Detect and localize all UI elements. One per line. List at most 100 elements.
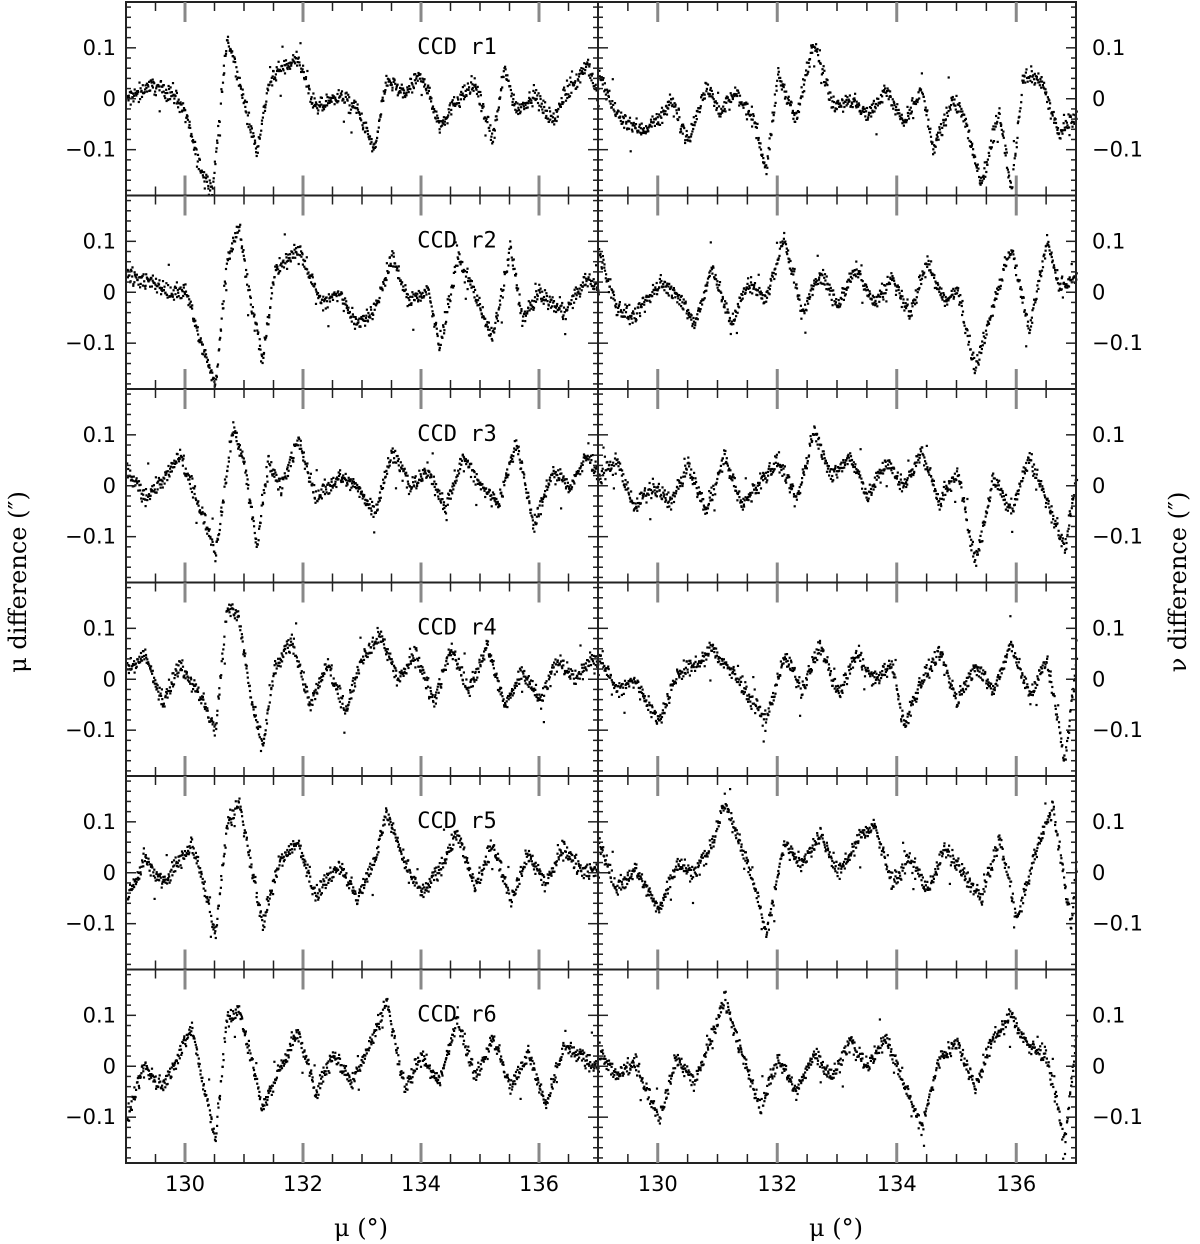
data-point [971,353,974,356]
data-point [1018,110,1021,113]
data-point [297,262,300,266]
data-point [307,271,310,274]
data-point [958,102,961,105]
data-point [1022,79,1025,82]
data-point [522,105,525,108]
data-point [212,180,215,183]
data-point [669,496,672,499]
data-point [698,490,701,494]
data-point [838,305,842,308]
data-point [817,436,821,439]
data-point [456,474,459,477]
data-point [837,306,840,309]
data-point [255,545,258,548]
data-point [371,146,375,149]
data-point [952,297,955,300]
data-point [788,267,791,270]
data-point [282,266,286,269]
data-point [569,80,573,84]
data-point [309,480,312,483]
data-point [751,283,754,286]
data-point [814,283,817,286]
data-point [753,488,756,491]
data-point [781,240,784,243]
data-point [223,72,226,75]
data-point [155,87,158,90]
data-point [826,84,829,87]
data-point [891,104,894,107]
data-point [887,89,890,92]
data-point [190,475,193,478]
data-point [385,278,388,282]
data-point [171,462,174,465]
data-point [939,294,942,297]
data-point [634,123,638,126]
data-point [635,319,638,322]
data-point [240,94,243,97]
data-point [141,489,144,492]
data-point [277,271,281,274]
data-point [639,127,642,130]
data-point [552,300,556,303]
data-point [437,120,440,123]
data-point [252,312,255,315]
data-point [477,479,480,482]
data-point [384,475,387,478]
data-point [805,467,808,470]
data-point [588,278,591,281]
data-point [730,94,733,97]
data-point [379,496,382,499]
data-point [239,223,242,226]
data-point [548,476,552,479]
data-point [792,493,796,496]
data-point [341,478,344,481]
data-point [614,452,617,455]
data-point [396,459,399,463]
data-point [140,500,143,503]
data-point [938,286,941,289]
data-point [553,472,556,475]
data-point [303,259,307,262]
data-point [719,112,722,115]
data-point [560,478,564,481]
data-point [307,480,311,483]
data-point [511,100,514,104]
data-point [175,89,178,92]
data-point [1034,301,1037,304]
data-point [775,241,779,244]
data-point [438,346,441,349]
data-point [559,468,562,471]
data-point [414,480,417,483]
data-point [1058,132,1061,135]
data-point [904,302,907,305]
data-point [910,112,913,115]
data-point [364,130,367,133]
data-point [793,505,796,508]
data-point [383,470,386,473]
data-point [527,307,530,310]
data-point [222,64,225,67]
data-point [505,472,508,475]
data-point [787,99,790,102]
data-point [992,125,995,128]
data-point [767,146,770,150]
data-point [510,460,513,463]
data-point [224,282,227,285]
data-point [436,114,439,117]
data-point [756,122,759,125]
data-point [531,516,534,519]
data-point [1056,128,1059,131]
data-point [282,69,285,72]
data-point [749,291,752,294]
data-point [272,281,275,284]
data-point [509,456,512,459]
data-point [355,111,358,114]
data-point [390,449,393,452]
data-point [482,486,485,489]
data-point [173,466,176,469]
data-point [975,166,978,169]
data-point [614,306,617,309]
data-point [571,81,574,84]
data-point [324,298,327,301]
data-point [531,299,534,302]
